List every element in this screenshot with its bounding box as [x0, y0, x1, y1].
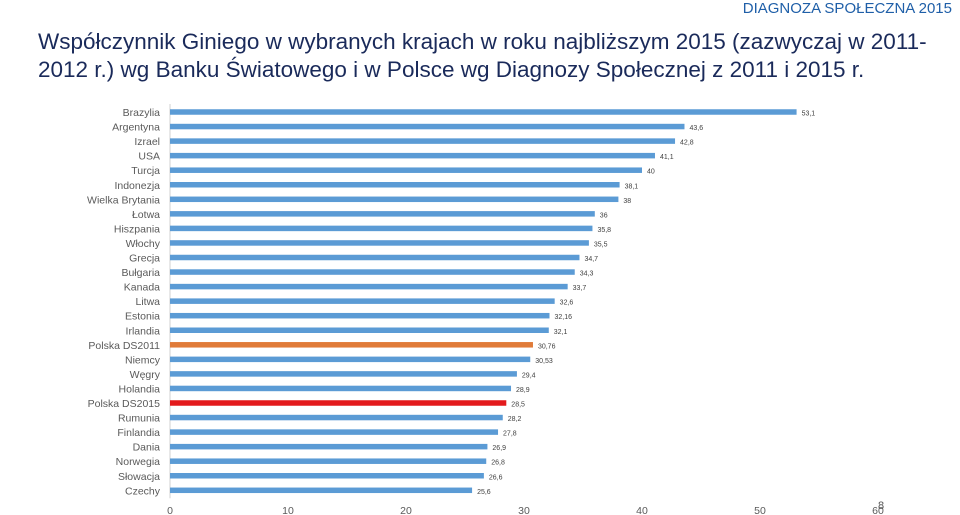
- category-label: Estonia: [125, 311, 160, 323]
- value-label: 35,8: [597, 227, 611, 234]
- value-label: 38: [623, 198, 631, 205]
- category-label: Polska DS2015: [88, 398, 161, 410]
- bar-izrael: [170, 138, 676, 144]
- category-label: Czechy: [125, 485, 161, 497]
- x-tick-label: 10: [282, 505, 294, 515]
- value-label: 25,6: [477, 489, 491, 496]
- category-label: Turcja: [131, 165, 160, 177]
- value-label: 53,1: [802, 111, 816, 118]
- category-label: Słowacja: [118, 471, 160, 483]
- category-label: Węgry: [130, 369, 161, 381]
- category-label: Izrael: [134, 136, 160, 148]
- bar-kanada: [170, 283, 568, 290]
- category-label: Holandia: [119, 383, 161, 395]
- bar-irlandia: [170, 327, 549, 333]
- bar-hiszpania: [170, 225, 593, 232]
- category-label: Polska DS2011: [88, 340, 160, 352]
- value-label: 26,8: [491, 460, 505, 467]
- category-label: USA: [138, 151, 160, 163]
- page-number: 8: [878, 500, 885, 512]
- value-label: 41,1: [660, 154, 674, 161]
- value-label: 33,7: [573, 285, 587, 292]
- value-label: 34,3: [580, 271, 594, 278]
- value-label: 43,6: [689, 125, 703, 132]
- x-tick-label: 30: [518, 505, 530, 515]
- category-label: Dania: [133, 442, 161, 454]
- report-tag: DIAGNOZA SPOŁECZNA 2015: [742, 0, 952, 17]
- value-label: 32,1: [554, 329, 568, 336]
- value-label: 38,1: [625, 183, 639, 190]
- bar-norwegia: [170, 458, 487, 464]
- bar-argentyna: [170, 123, 685, 130]
- category-label: Grecja: [129, 253, 160, 265]
- bar-holandia: [170, 385, 512, 392]
- bar-wielka-brytania: [170, 196, 619, 203]
- value-label: 26,9: [492, 445, 506, 452]
- category-label: Litwa: [135, 296, 160, 308]
- value-label: 40: [647, 169, 655, 176]
- bar-czechy: [170, 487, 473, 494]
- category-label: Finlandia: [117, 427, 160, 439]
- bar-finlandia: [170, 429, 499, 435]
- x-tick-label: 40: [636, 505, 648, 515]
- value-label: 28,2: [508, 416, 522, 423]
- value-label: 26,6: [489, 474, 503, 481]
- x-tick-label: 20: [400, 505, 412, 515]
- x-tick-label: 0: [167, 505, 173, 515]
- category-label: Brazylia: [123, 107, 161, 119]
- bar-grecja: [170, 254, 580, 261]
- bar-rumunia: [170, 414, 503, 421]
- bar-indonezja: [170, 182, 620, 188]
- bar-estonia: [170, 312, 550, 319]
- category-label: Rumunia: [118, 413, 160, 425]
- bar-brazylia: [170, 109, 797, 115]
- value-label: 36: [600, 212, 608, 219]
- value-label: 29,4: [522, 372, 536, 379]
- category-label: Wielka Brytania: [87, 194, 160, 206]
- value-label: 28,5: [511, 402, 525, 409]
- chart-title: Współczynnik Giniego w wybranych krajach…: [38, 29, 927, 82]
- value-label: 32,16: [554, 314, 572, 321]
- category-label: Kanada: [124, 282, 160, 294]
- value-label: 42,8: [680, 140, 694, 147]
- bar-słowacja: [170, 473, 484, 479]
- bar-dania: [170, 443, 488, 450]
- category-label: Argentyna: [112, 122, 160, 134]
- value-label: 34,7: [584, 256, 598, 263]
- category-label: Łotwa: [132, 209, 160, 221]
- value-label: 32,6: [560, 300, 574, 307]
- value-label: 28,9: [516, 387, 530, 394]
- category-label: Irlandia: [126, 325, 161, 337]
- value-label: 30,76: [538, 343, 556, 350]
- category-label: Hiszpania: [114, 223, 160, 235]
- category-label: Norwegia: [116, 456, 161, 468]
- bar-usa: [170, 152, 655, 159]
- value-label: 30,53: [535, 358, 553, 365]
- bar-polska-ds2015: [170, 400, 507, 406]
- bar-bułgaria: [170, 269, 575, 275]
- value-label: 27,8: [503, 431, 517, 438]
- category-label: Włochy: [126, 238, 161, 250]
- bar-włochy: [170, 240, 589, 246]
- bar-łotwa: [170, 211, 595, 217]
- category-label: Indonezja: [114, 180, 160, 192]
- value-label: 35,5: [594, 241, 608, 248]
- bar-litwa: [170, 298, 555, 304]
- bar-węgry: [170, 371, 517, 377]
- category-label: Niemcy: [125, 354, 161, 366]
- bar-turcja: [170, 167, 642, 173]
- x-tick-label: 50: [754, 505, 766, 515]
- category-label: Bułgaria: [121, 267, 160, 279]
- x-tick-label: 60: [872, 505, 884, 515]
- bar-polska-ds2011: [170, 342, 533, 348]
- bar-niemcy: [170, 356, 531, 363]
